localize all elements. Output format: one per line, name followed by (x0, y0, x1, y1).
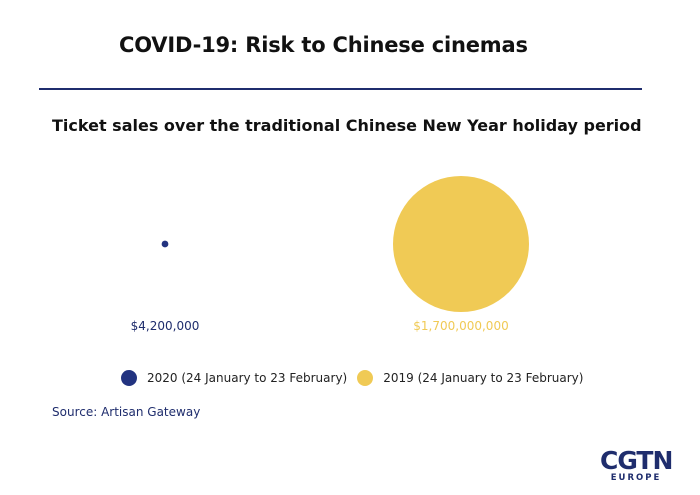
legend-swatch-2020 (121, 370, 137, 386)
chart-title: COVID-19: Risk to Chinese cinemas (119, 33, 528, 57)
title-divider (39, 88, 642, 90)
legend-item-2020: 2020 (24 January to 23 February) (121, 370, 347, 386)
legend-item-2019: 2019 (24 January to 23 February) (357, 370, 583, 386)
cgtn-europe-logo: CGTN EUROPE (600, 446, 673, 483)
value-label-2019: $1,700,000,000 (413, 319, 508, 333)
chart-subtitle: Ticket sales over the traditional Chines… (52, 116, 642, 135)
source-note: Source: Artisan Gateway (52, 405, 201, 419)
bubble-2020 (161, 240, 169, 248)
legend-label-2020: 2020 (24 January to 23 February) (147, 371, 348, 385)
value-label-2020: $4,200,000 (131, 319, 200, 333)
logo-subtext: EUROPE (610, 473, 662, 483)
legend: 2020 (24 January to 23 February) 2019 (2… (121, 369, 593, 387)
bubble-2019 (393, 176, 529, 312)
legend-label-2019: 2019 (24 January to 23 February) (383, 371, 584, 385)
legend-swatch-2019 (357, 370, 374, 386)
logo-wordmark: CGTN (600, 446, 673, 475)
bubble-chart: $4,200,000 $1,700,000,000 (131, 176, 529, 333)
